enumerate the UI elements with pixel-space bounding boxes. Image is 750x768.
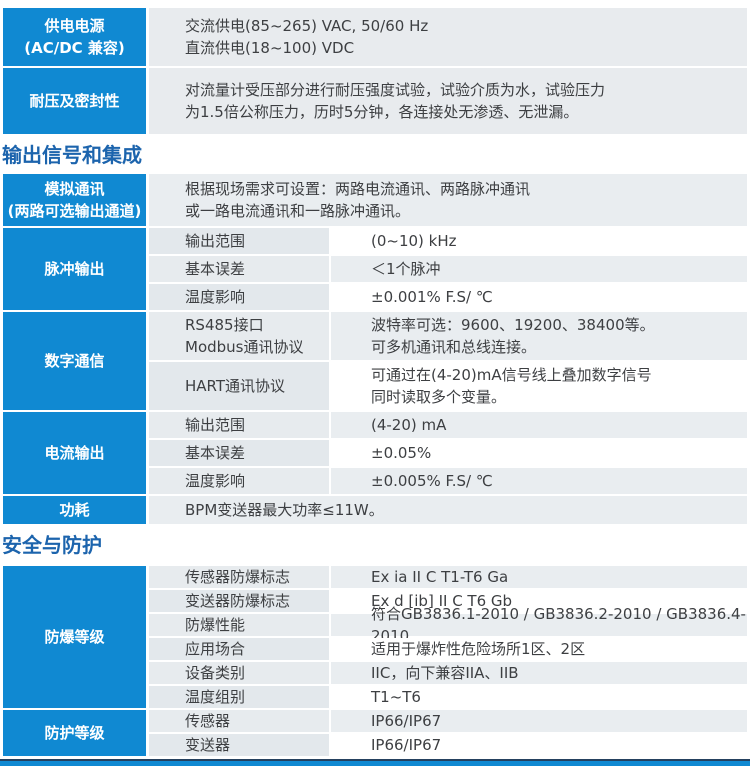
group-row-analog-comm: 模拟通讯 (两路可选输出通道) 根据现场需求可设置：两路电流通讯、两路脉冲通讯 … <box>3 174 747 226</box>
safety-table: 防爆等级 传感器防爆标志 Ex ia II C T1-T6 Ga 变送器防爆标志… <box>3 566 747 756</box>
param-name: 温度影响 <box>149 284 329 310</box>
param-value: IP66/IP67 <box>331 734 747 756</box>
group-row-power-consumption: 功耗 BPM变送器最大功率≤11W。 <box>3 496 747 524</box>
spec-row: 基本误差 ±0.05% <box>149 440 747 466</box>
param-value: ＜1个脉冲 <box>331 256 747 282</box>
spec-row: HART通讯协议 可通过在(4-20)mA信号线上叠加数字信号 同时读取多个变量… <box>149 362 747 410</box>
spec-row: 设备类别 IIC，向下兼容IIA、IIB <box>149 662 747 684</box>
bottom-rule <box>0 759 750 766</box>
bottom-rule-dark-line <box>0 759 750 761</box>
param-name: 应用场合 <box>149 638 329 660</box>
param-value: (0~10) kHz <box>331 228 747 254</box>
param-value: IP66/IP67 <box>331 710 747 732</box>
param-value: ±0.001% F.S/ ℃ <box>331 284 747 310</box>
spec-row: RS485接口 Modbus通讯协议 波特率可选：9600、19200、3840… <box>149 312 747 360</box>
spec-row: 变送器 IP66/IP67 <box>149 734 747 756</box>
spec-row: 基本误差 ＜1个脉冲 <box>149 256 747 282</box>
group-row-ingress-protection: 防护等级 传感器 IP66/IP67 变送器 IP66/IP67 <box>3 710 747 756</box>
spec-row: 输出范围 (0~10) kHz <box>149 228 747 254</box>
power-row-value: 交流供电(85~265) VAC, 50/60 Hz 直流供电(18~100) … <box>149 8 747 66</box>
group-row-current-output: 电流输出 输出范围 (4-20) mA 基本误差 ±0.05% 温度影响 ±0.… <box>3 412 747 494</box>
spec-row: 传感器防爆标志 Ex ia II C T1-T6 Ga <box>149 566 747 588</box>
group-label: 防护等级 <box>3 710 146 756</box>
power-row: 耐压及密封性 对流量计受压部分进行耐压强度试验，试验介质为水，试验压力 为1.5… <box>3 68 747 134</box>
bottom-rule-blue-line <box>0 761 750 766</box>
param-name: HART通讯协议 <box>149 362 329 410</box>
param-value: ±0.05% <box>331 440 747 466</box>
power-row-value: 对流量计受压部分进行耐压强度试验，试验介质为水，试验压力 为1.5倍公称压力，历… <box>149 68 747 134</box>
spec-row: 输出范围 (4-20) mA <box>149 412 747 438</box>
param-value: 适用于爆炸性危险场所1区、2区 <box>331 638 747 660</box>
spec-row: 温度影响 ±0.005% F.S/ ℃ <box>149 468 747 494</box>
param-value: T1~T6 <box>331 686 747 708</box>
spec-row: 防爆性能 符合GB3836.1-2010 / GB3836.2-2010 / G… <box>149 605 747 645</box>
power-row: 供电电源 (AC/DC 兼容) 交流供电(85~265) VAC, 50/60 … <box>3 8 747 66</box>
param-value: ±0.005% F.S/ ℃ <box>331 468 747 494</box>
param-name: 传感器防爆标志 <box>149 566 329 588</box>
param-value: Ex ia II C T1-T6 Ga <box>331 566 747 588</box>
param-name: 防爆性能 <box>149 614 329 636</box>
merged-value: BPM变送器最大功率≤11W。 <box>149 496 747 524</box>
group-row-pulse-output: 脉冲输出 输出范围 (0~10) kHz 基本误差 ＜1个脉冲 温度影响 ±0.… <box>3 228 747 310</box>
group-label: 防爆等级 <box>3 566 146 708</box>
param-name: 设备类别 <box>149 662 329 684</box>
param-name: RS485接口 Modbus通讯协议 <box>149 312 329 360</box>
param-value: (4-20) mA <box>331 412 747 438</box>
param-name: 基本误差 <box>149 440 329 466</box>
param-name: 温度组别 <box>149 686 329 708</box>
power-row-label: 供电电源 (AC/DC 兼容) <box>3 8 146 66</box>
param-name: 变送器防爆标志 <box>149 590 329 612</box>
group-label: 电流输出 <box>3 412 146 494</box>
power-row-label: 耐压及密封性 <box>3 68 146 134</box>
group-label: 脉冲输出 <box>3 228 146 310</box>
param-value: IIC，向下兼容IIA、IIB <box>331 662 747 684</box>
section-title-safety: 安全与防护 <box>2 533 102 557</box>
group-label: 功耗 <box>3 496 146 524</box>
param-name: 温度影响 <box>149 468 329 494</box>
spec-row: 变送器防爆标志 Ex d [ib] II C T6 Gb <box>149 590 747 612</box>
power-table: 供电电源 (AC/DC 兼容) 交流供电(85~265) VAC, 50/60 … <box>3 8 747 134</box>
group-label: 模拟通讯 (两路可选输出通道) <box>3 174 146 226</box>
spec-row: 温度组别 T1~T6 <box>149 686 747 708</box>
param-value: Ex d [ib] II C T6 Gb <box>331 590 747 612</box>
group-row-digital-comm: 数字通信 RS485接口 Modbus通讯协议 波特率可选：9600、19200… <box>3 312 747 410</box>
section-title-output: 输出信号和集成 <box>2 143 142 167</box>
spec-row: 传感器 IP66/IP67 <box>149 710 747 732</box>
param-name: 变送器 <box>149 734 329 756</box>
output-table: 模拟通讯 (两路可选输出通道) 根据现场需求可设置：两路电流通讯、两路脉冲通讯 … <box>3 174 747 524</box>
spec-row: 温度影响 ±0.001% F.S/ ℃ <box>149 284 747 310</box>
group-row-explosion-proof: 防爆等级 传感器防爆标志 Ex ia II C T1-T6 Ga 变送器防爆标志… <box>3 566 747 708</box>
group-label: 数字通信 <box>3 312 146 410</box>
param-value: 可通过在(4-20)mA信号线上叠加数字信号 同时读取多个变量。 <box>331 362 747 410</box>
param-name: 基本误差 <box>149 256 329 282</box>
spec-row: 应用场合 适用于爆炸性危险场所1区、2区 <box>149 638 747 660</box>
merged-value: 根据现场需求可设置：两路电流通讯、两路脉冲通讯 或一路电流通讯和一路脉冲通讯。 <box>149 174 747 226</box>
param-name: 传感器 <box>149 710 329 732</box>
param-name: 输出范围 <box>149 228 329 254</box>
param-value: 符合GB3836.1-2010 / GB3836.2-2010 / GB3836… <box>331 605 747 645</box>
param-name: 输出范围 <box>149 412 329 438</box>
param-value: 波特率可选：9600、19200、38400等。 可多机通讯和总线连接。 <box>331 312 747 360</box>
